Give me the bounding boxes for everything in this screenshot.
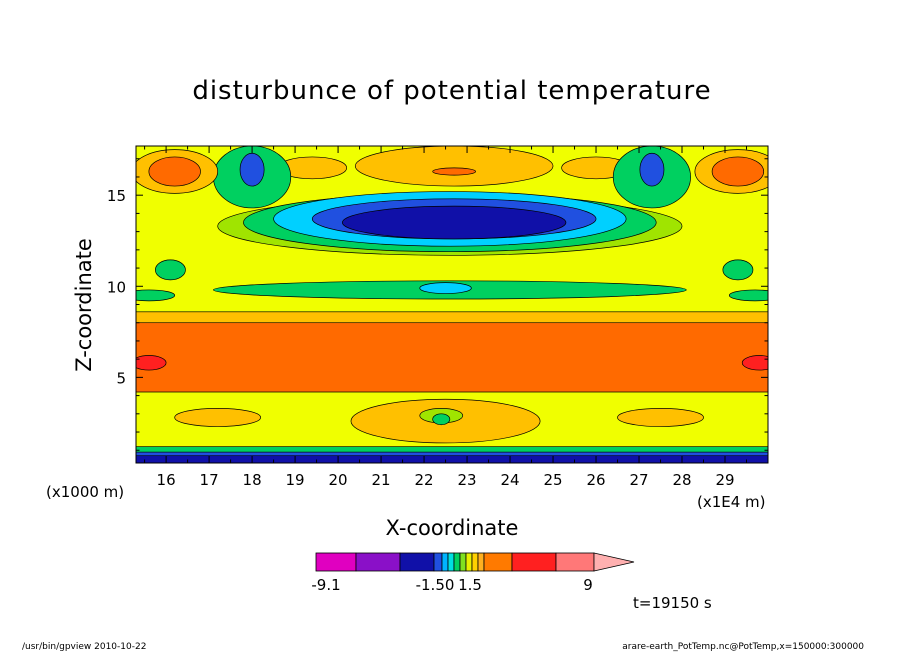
x-tick-label: 26 bbox=[586, 471, 605, 489]
x-tick-label: 22 bbox=[415, 471, 434, 489]
x-tick-label: 27 bbox=[629, 471, 648, 489]
colorbar-segment-6 bbox=[453, 552, 461, 572]
colorbar-label: 1.5 bbox=[458, 576, 482, 594]
field-region-23 bbox=[239, 152, 265, 187]
plot-area bbox=[136, 146, 768, 463]
field-band-2 bbox=[136, 446, 768, 453]
field-band-1 bbox=[136, 451, 768, 457]
x-tick-label: 18 bbox=[243, 471, 262, 489]
y-tick-label: 5 bbox=[116, 369, 126, 387]
x-axis-label: X-coordinate bbox=[385, 516, 519, 540]
field-region-11 bbox=[136, 289, 176, 302]
axes: 16 17 18 19 20 21 22 23 24 25 26 27 28 29 15 10 5 bbox=[107, 145, 769, 489]
x-tick-label: 28 bbox=[672, 471, 691, 489]
field-region-29 bbox=[711, 156, 765, 187]
field-region-4 bbox=[432, 413, 451, 426]
colorbar-label: -1.50 bbox=[416, 576, 455, 594]
x-tick-label: 21 bbox=[372, 471, 391, 489]
field-region-25 bbox=[639, 152, 665, 187]
x-tick-label: 24 bbox=[500, 471, 519, 489]
field-region-18 bbox=[354, 146, 554, 187]
field-region-2 bbox=[617, 407, 704, 427]
field-region-19 bbox=[432, 167, 476, 176]
x-tick-label: 25 bbox=[543, 471, 562, 489]
colorbar-arrow bbox=[593, 552, 635, 572]
y-axis-label: Z-coordinate bbox=[72, 238, 96, 372]
time-label: t=19150 s bbox=[633, 594, 712, 612]
colorbar-segment-7 bbox=[459, 552, 467, 572]
colorbar-segment-12 bbox=[511, 552, 557, 572]
field-region-8 bbox=[419, 282, 472, 294]
x-axis-unit: (x1000 m) bbox=[46, 483, 125, 501]
colorbar-label: 9 bbox=[583, 576, 593, 594]
colorbar-segment-0 bbox=[315, 552, 357, 572]
colorbar-segment-4 bbox=[441, 552, 449, 572]
colorbar-segment-3 bbox=[433, 552, 443, 572]
x-tick-label: 17 bbox=[200, 471, 219, 489]
colorbar: -9.1 -1.50 1.5 9 bbox=[311, 552, 635, 594]
colorbar-segment-11 bbox=[483, 552, 513, 572]
field-region-12 bbox=[728, 289, 768, 302]
field-band-5 bbox=[136, 311, 768, 324]
footer-right: arare-earth_PotTemp.nc@PotTemp,x=150000:… bbox=[622, 642, 864, 652]
x-tick-label: 29 bbox=[715, 471, 734, 489]
field-region-27 bbox=[148, 156, 201, 187]
footer-left: /usr/bin/gpview 2010-10-22 bbox=[22, 642, 147, 652]
y-tick-label: 10 bbox=[107, 278, 126, 296]
colorbar-segment-9 bbox=[471, 552, 479, 572]
field-region-17 bbox=[342, 205, 567, 240]
field-region-5 bbox=[136, 355, 167, 371]
x-axis-secondary-unit: (x1E4 m) bbox=[697, 493, 766, 511]
colorbar-segment-1 bbox=[355, 552, 401, 572]
colorbar-label: -9.1 bbox=[311, 576, 340, 594]
colorbar-segment-13 bbox=[555, 552, 595, 572]
field-region-10 bbox=[722, 259, 754, 281]
x-tick-label: 19 bbox=[286, 471, 305, 489]
x-tick-label: 16 bbox=[157, 471, 176, 489]
colorbar-segment-2 bbox=[399, 552, 435, 572]
field-region-1 bbox=[174, 407, 262, 427]
colorbar-segment-8 bbox=[465, 552, 473, 572]
colorbar-segment-5 bbox=[447, 552, 455, 572]
colorbar-segment-10 bbox=[477, 552, 485, 572]
field-region-6 bbox=[741, 355, 768, 371]
y-tick-label: 15 bbox=[107, 187, 126, 205]
x-tick-label: 20 bbox=[329, 471, 348, 489]
field-band-4 bbox=[136, 322, 768, 393]
x-tick-label: 23 bbox=[458, 471, 477, 489]
field-region-9 bbox=[154, 259, 186, 281]
chart-title: disturbunce of potential temperature bbox=[192, 76, 712, 106]
